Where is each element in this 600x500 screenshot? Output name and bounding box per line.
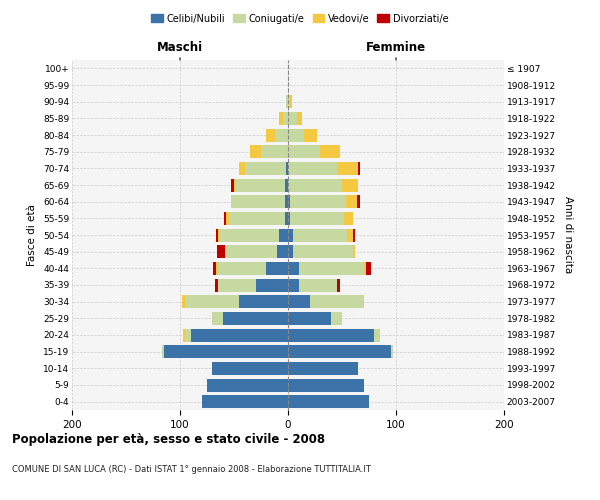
Bar [288, 312, 331, 325]
Bar [191, 328, 288, 342]
Bar [344, 212, 353, 225]
Text: COMUNE DI SAN LUCA (RC) - Dati ISTAT 1° gennaio 2008 - Elaborazione TUTTITALIA.I: COMUNE DI SAN LUCA (RC) - Dati ISTAT 1° … [12, 466, 371, 474]
Bar [288, 195, 290, 208]
Bar [215, 278, 218, 291]
Text: Femmine: Femmine [366, 41, 426, 54]
Bar [288, 395, 369, 408]
Bar [217, 245, 226, 258]
Bar [288, 212, 290, 225]
Bar [285, 212, 288, 225]
Y-axis label: Fasce di età: Fasce di età [28, 204, 37, 266]
Bar [185, 328, 191, 342]
Bar [347, 228, 353, 241]
Bar [218, 278, 256, 291]
Bar [283, 112, 288, 125]
Bar [250, 145, 261, 158]
Bar [239, 295, 288, 308]
Bar [220, 228, 280, 241]
Bar [215, 262, 218, 275]
Bar [358, 162, 361, 175]
Bar [280, 112, 283, 125]
Text: Maschi: Maschi [157, 41, 203, 54]
Bar [288, 278, 299, 291]
Bar [299, 262, 364, 275]
Bar [331, 312, 342, 325]
Bar [288, 95, 290, 108]
Bar [293, 245, 353, 258]
Bar [185, 295, 239, 308]
Bar [266, 128, 275, 141]
Bar [214, 262, 215, 275]
Bar [286, 162, 288, 175]
Bar [218, 228, 220, 241]
Bar [288, 345, 391, 358]
Bar [391, 345, 393, 358]
Bar [288, 328, 374, 342]
Bar [346, 195, 357, 208]
Bar [161, 345, 164, 358]
Legend: Celibi/Nubili, Coniugati/e, Vedovi/e, Divorziati/e: Celibi/Nubili, Coniugati/e, Vedovi/e, Di… [148, 10, 452, 28]
Bar [337, 278, 340, 291]
Bar [164, 345, 288, 358]
Bar [261, 145, 288, 158]
Bar [226, 245, 277, 258]
Bar [290, 95, 292, 108]
Bar [320, 145, 340, 158]
Bar [231, 178, 234, 192]
Bar [337, 162, 358, 175]
Bar [231, 195, 285, 208]
Bar [366, 262, 371, 275]
Bar [256, 278, 288, 291]
Bar [374, 328, 380, 342]
Bar [239, 162, 245, 175]
Bar [288, 245, 293, 258]
Y-axis label: Anni di nascita: Anni di nascita [563, 196, 572, 274]
Bar [223, 312, 288, 325]
Bar [277, 245, 288, 258]
Bar [229, 212, 285, 225]
Bar [288, 295, 310, 308]
Bar [280, 228, 288, 241]
Bar [310, 295, 364, 308]
Bar [234, 178, 236, 192]
Bar [288, 178, 342, 192]
Bar [288, 128, 304, 141]
Bar [285, 178, 288, 192]
Bar [183, 328, 185, 342]
Bar [299, 278, 337, 291]
Bar [215, 228, 218, 241]
Bar [288, 362, 358, 375]
Bar [290, 212, 344, 225]
Bar [288, 145, 320, 158]
Bar [212, 362, 288, 375]
Bar [226, 212, 229, 225]
Bar [245, 162, 286, 175]
Bar [218, 262, 266, 275]
Bar [182, 295, 185, 308]
Bar [353, 228, 355, 241]
Bar [293, 228, 347, 241]
Bar [202, 395, 288, 408]
Bar [212, 312, 223, 325]
Bar [266, 262, 288, 275]
Bar [236, 178, 285, 192]
Bar [290, 195, 346, 208]
Bar [353, 245, 355, 258]
Bar [275, 128, 288, 141]
Bar [357, 195, 361, 208]
Bar [207, 378, 288, 392]
Bar [296, 112, 302, 125]
Bar [304, 128, 317, 141]
Bar [364, 262, 366, 275]
Bar [224, 212, 226, 225]
Bar [288, 262, 299, 275]
Bar [288, 162, 337, 175]
Bar [285, 195, 288, 208]
Bar [342, 178, 358, 192]
Bar [288, 228, 293, 241]
Bar [286, 95, 288, 108]
Text: Popolazione per età, sesso e stato civile - 2008: Popolazione per età, sesso e stato civil… [12, 432, 325, 446]
Bar [288, 378, 364, 392]
Bar [288, 112, 296, 125]
